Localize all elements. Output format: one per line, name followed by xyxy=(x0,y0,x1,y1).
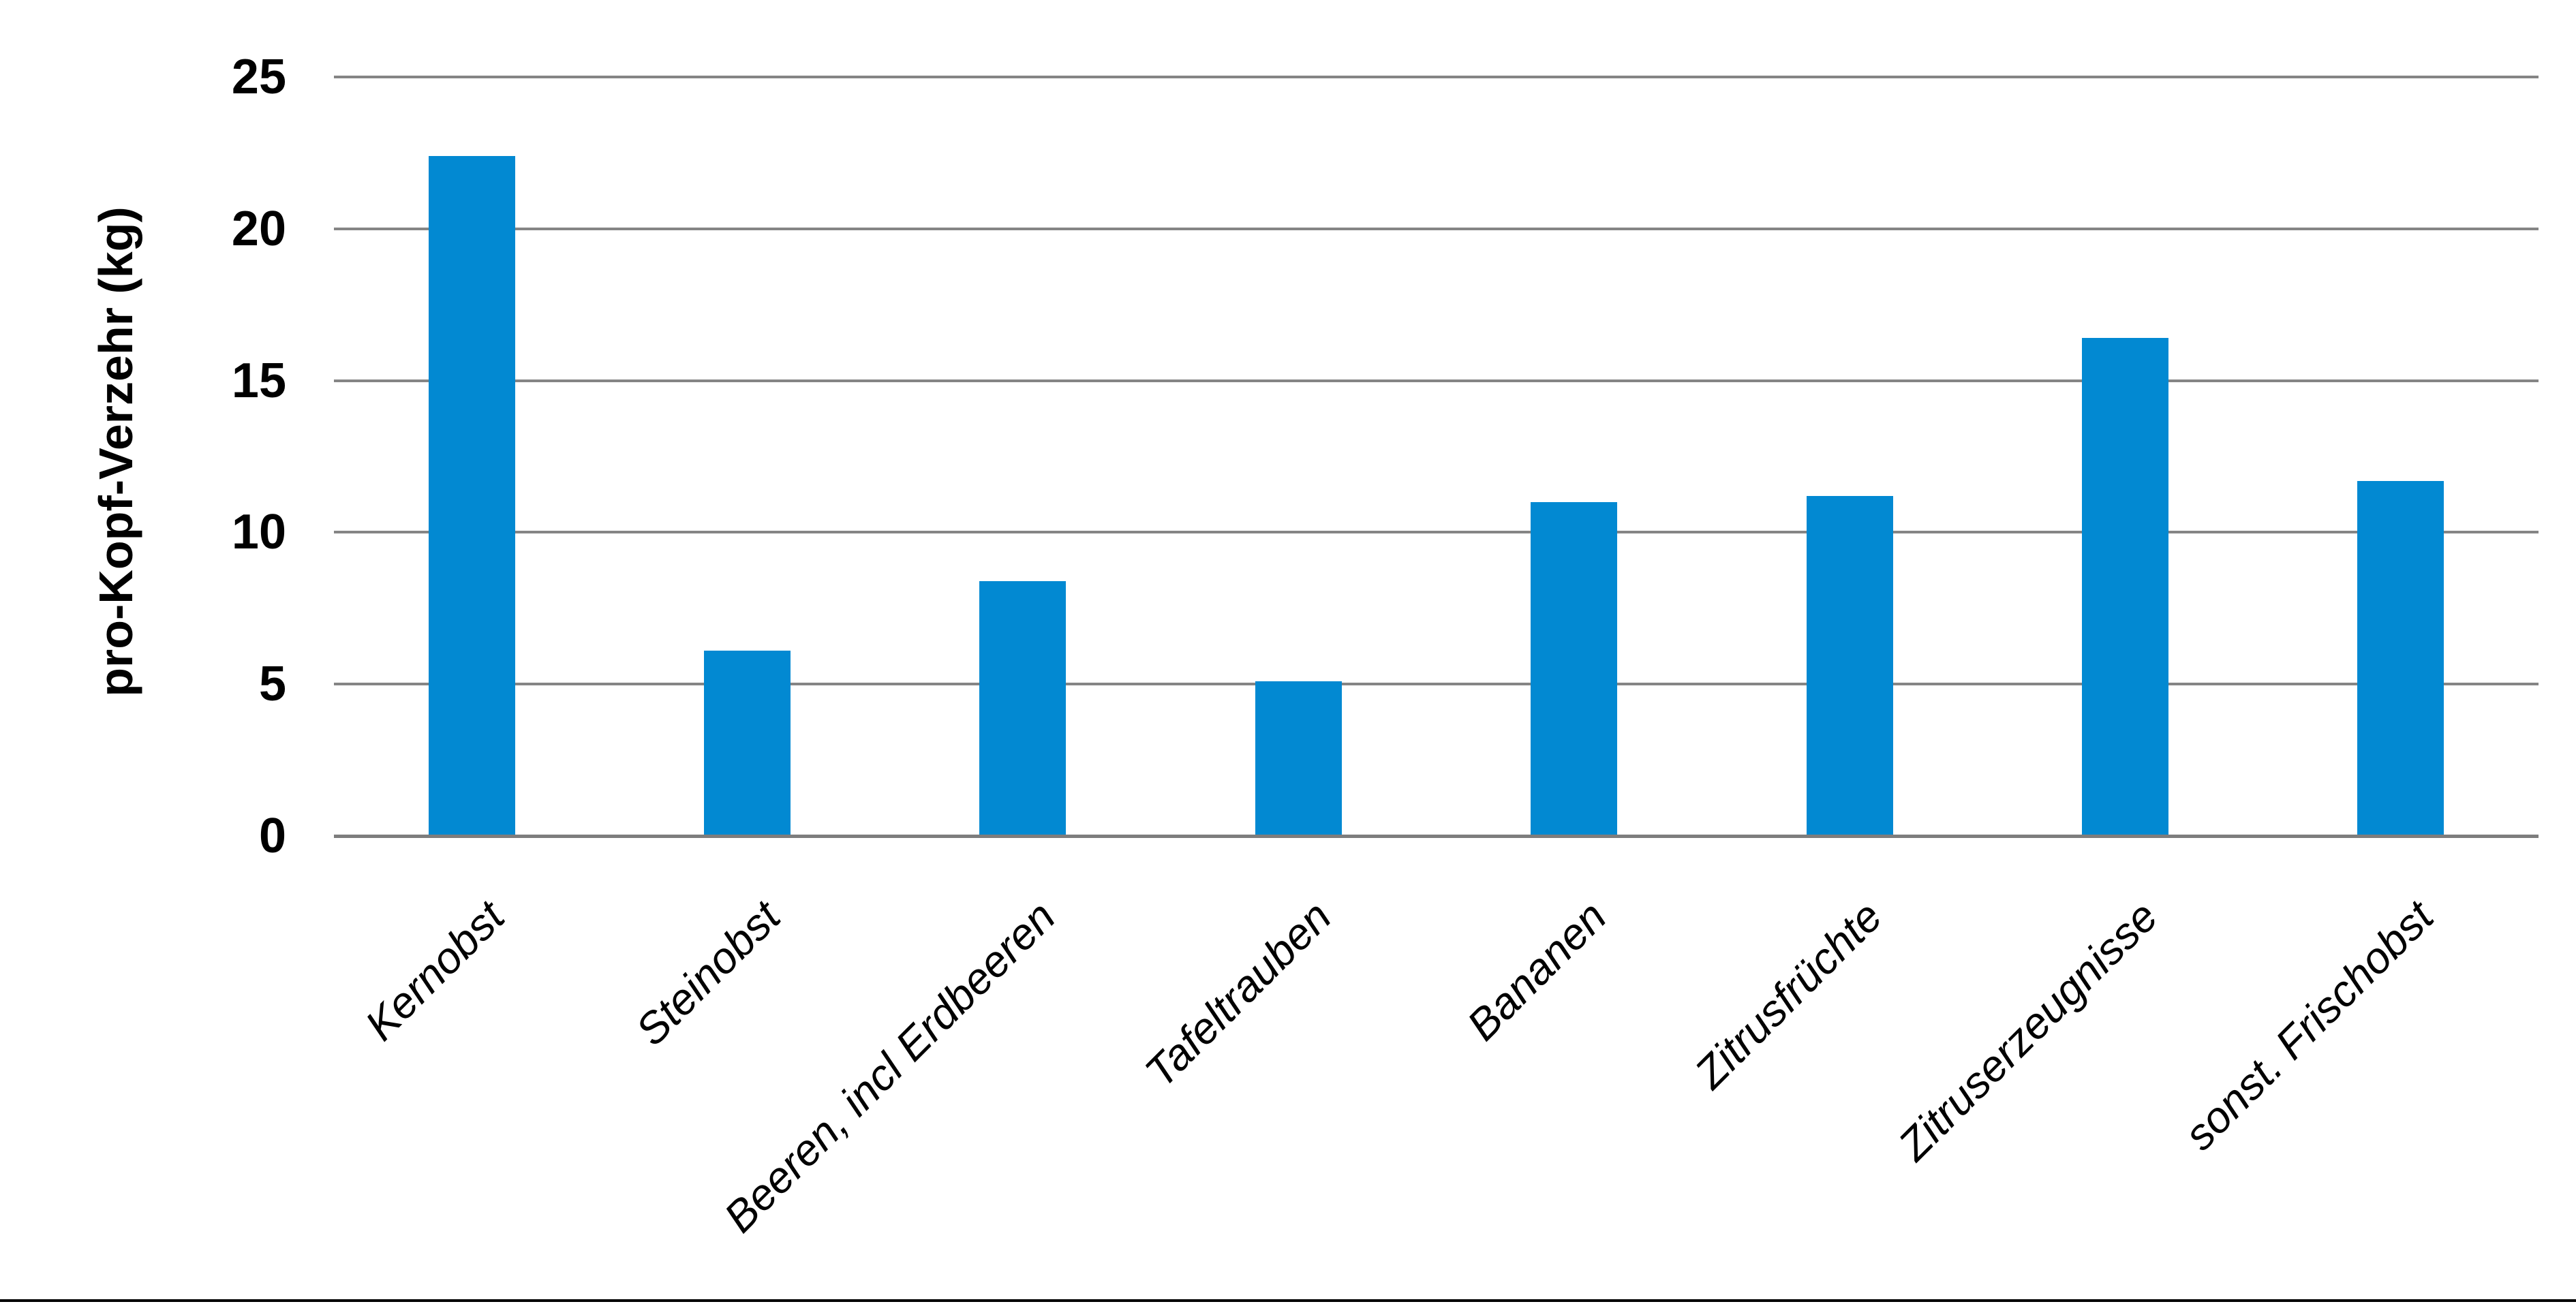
x-category-label-zitruserzeugnisse: Zitruserzeugnisse xyxy=(1888,891,2168,1170)
gridline-5 xyxy=(334,683,2539,686)
y-tick-label-15: 15 xyxy=(231,353,286,408)
x-category-label-zitrusfruechte: Zitrusfrüchte xyxy=(1685,891,1892,1098)
x-category-label-tafeltrauben: Tafeltrauben xyxy=(1135,891,1340,1097)
x-axis-line xyxy=(334,835,2539,838)
y-axis-title: pro-Kopf-Verzehr (kg) xyxy=(89,206,142,697)
bar-beeren-incl-erdbeeren xyxy=(979,580,1067,836)
y-tick-label-25: 25 xyxy=(231,50,286,104)
bar-zitruserzeugnisse xyxy=(2081,338,2168,836)
y-tick-label-20: 20 xyxy=(231,201,286,256)
x-category-label-sonst-frischobst: sonst. Frischobst xyxy=(2175,891,2443,1160)
gridline-20 xyxy=(334,227,2539,230)
x-category-label-bananen: Bananen xyxy=(1458,891,1616,1050)
bar-sonst-frischobst xyxy=(2357,480,2444,836)
bar-kernobst xyxy=(428,155,515,836)
y-tick-label-5: 5 xyxy=(258,657,286,712)
bar-tafeltrauben xyxy=(1255,681,1342,836)
bar-zitrusfruechte xyxy=(1806,495,1893,836)
y-tick-label-0: 0 xyxy=(258,809,286,863)
x-category-label-steinobst: Steinobst xyxy=(626,891,790,1055)
x-category-label-kernobst: Kernobst xyxy=(355,891,514,1050)
y-tick-label-10: 10 xyxy=(231,505,286,560)
bottom-border-line xyxy=(0,1299,2576,1302)
gridline-25 xyxy=(334,76,2539,78)
bar-bananen xyxy=(1531,501,1618,836)
gridline-15 xyxy=(334,379,2539,382)
gridline-10 xyxy=(334,531,2539,534)
bar-steinobst xyxy=(704,651,791,836)
